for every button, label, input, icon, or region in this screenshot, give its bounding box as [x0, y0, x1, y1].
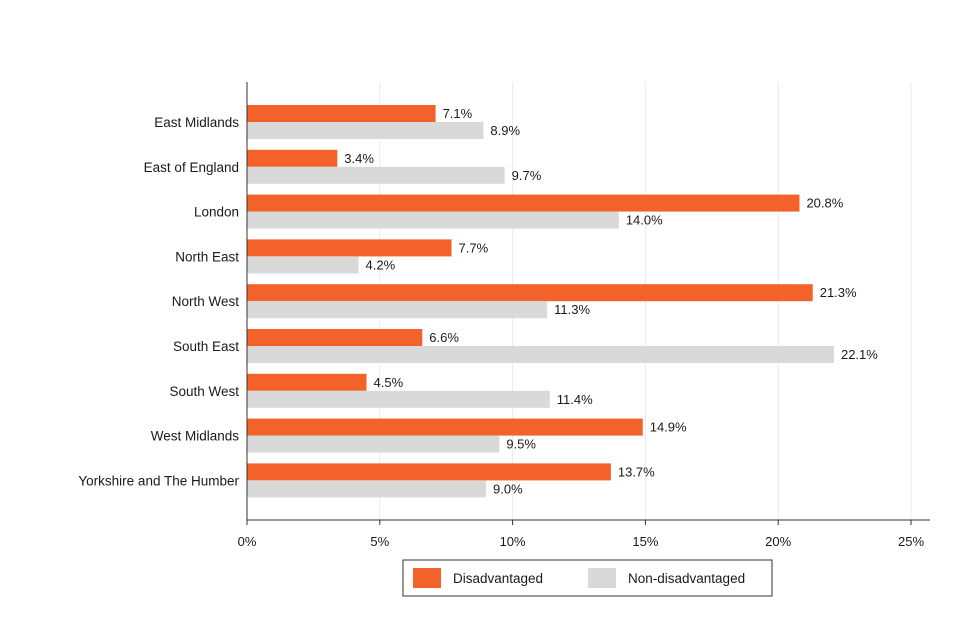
bar-south-west-non-disadvantaged: [247, 390, 550, 408]
value-label-east-of-england-non-disadvantaged: 9.7%: [512, 168, 542, 183]
bar-west-midlands-disadvantaged: [247, 418, 643, 436]
bar-east-midlands-disadvantaged: [247, 105, 436, 122]
value-label-west-midlands-non-disadvantaged: 9.5%: [506, 437, 536, 452]
value-label-london-non-disadvantaged: 14.0%: [626, 213, 663, 228]
category-label-south-east: South East: [173, 339, 239, 354]
value-label-west-midlands-disadvantaged: 14.9%: [650, 420, 687, 435]
legend: Disadvantaged Non-disadvantaged: [402, 559, 773, 597]
category-label-south-west: South West: [169, 384, 239, 399]
value-label-north-west-non-disadvantaged: 11.3%: [554, 302, 590, 317]
category-label-east-of-england: East of England: [144, 160, 239, 175]
value-label-east-of-england-disadvantaged: 3.4%: [344, 151, 374, 166]
bar-east-of-england-disadvantaged: [247, 149, 338, 167]
category-label-london: London: [194, 205, 239, 220]
value-labels: 7.1% 8.9% 3.4% 9.7% 20.8% 14.0% 7.7% 4.2% 21.3% 1…: [344, 106, 878, 496]
bar-north-west-disadvantaged: [247, 284, 813, 302]
category-label-north-east: North East: [175, 249, 239, 264]
value-label-east-midlands-disadvantaged: 7.1%: [443, 106, 473, 121]
value-label-north-west-disadvantaged: 21.3%: [820, 285, 857, 300]
x-tick-label-15: 15%: [632, 534, 658, 549]
bar-south-east-disadvantaged: [247, 329, 423, 346]
bar-east-midlands-non-disadvantaged: [247, 122, 484, 139]
x-tick-label-5: 5%: [370, 534, 389, 549]
axes: 0% 5% 10% 15% 20% 25%: [238, 82, 930, 549]
bar-west-midlands-non-disadvantaged: [247, 435, 500, 453]
value-label-south-east-disadvantaged: 6.6%: [429, 330, 459, 345]
value-label-yorkshire-and-the-humber-disadvantaged: 13.7%: [618, 464, 655, 479]
legend-label-non-disadvantaged: Non-disadvantaged: [628, 571, 745, 586]
legend-box: [402, 559, 773, 597]
value-label-north-east-non-disadvantaged: 4.2%: [366, 257, 396, 272]
bar-yorkshire-and-the-humber-disadvantaged: [247, 463, 611, 481]
category-label-west-midlands: West Midlands: [151, 429, 240, 444]
value-label-south-east-non-disadvantaged: 22.1%: [841, 347, 878, 362]
legend-label-disadvantaged: Disadvantaged: [453, 571, 543, 586]
x-tick-label-20: 20%: [765, 534, 791, 549]
value-label-south-west-disadvantaged: 4.5%: [374, 375, 404, 390]
bar-south-east-non-disadvantaged: [247, 346, 834, 363]
legend-swatch-non-disadvantaged: [588, 568, 616, 588]
legend-swatch-disadvantaged: [413, 568, 441, 588]
bars: [247, 105, 834, 498]
x-tick-label-10: 10%: [500, 534, 526, 549]
value-label-north-east-disadvantaged: 7.7%: [459, 240, 489, 255]
bar-north-east-non-disadvantaged: [247, 256, 359, 274]
bar-east-of-england-non-disadvantaged: [247, 166, 505, 184]
bar-north-west-non-disadvantaged: [247, 301, 548, 319]
bar-london-non-disadvantaged: [247, 211, 619, 229]
value-label-east-midlands-non-disadvantaged: 8.9%: [490, 123, 520, 138]
bar-south-west-disadvantaged: [247, 373, 367, 391]
x-tick-label-25: 25%: [898, 534, 924, 549]
value-label-south-west-non-disadvantaged: 11.4%: [557, 392, 593, 407]
bar-yorkshire-and-the-humber-non-disadvantaged: [247, 480, 487, 498]
category-label-yorkshire-and-the-humber: Yorkshire and The Humber: [78, 473, 239, 488]
category-label-north-west: North West: [172, 294, 240, 309]
value-label-yorkshire-and-the-humber-non-disadvantaged: 9.0%: [493, 481, 523, 496]
category-labels: East Midlands East of England London North …: [78, 115, 239, 488]
x-tick-label-0: 0%: [238, 534, 257, 549]
bar-london-disadvantaged: [247, 194, 800, 212]
category-label-east-midlands: East Midlands: [154, 115, 239, 130]
value-label-london-disadvantaged: 20.8%: [806, 196, 843, 211]
bar-north-east-disadvantaged: [247, 239, 452, 257]
